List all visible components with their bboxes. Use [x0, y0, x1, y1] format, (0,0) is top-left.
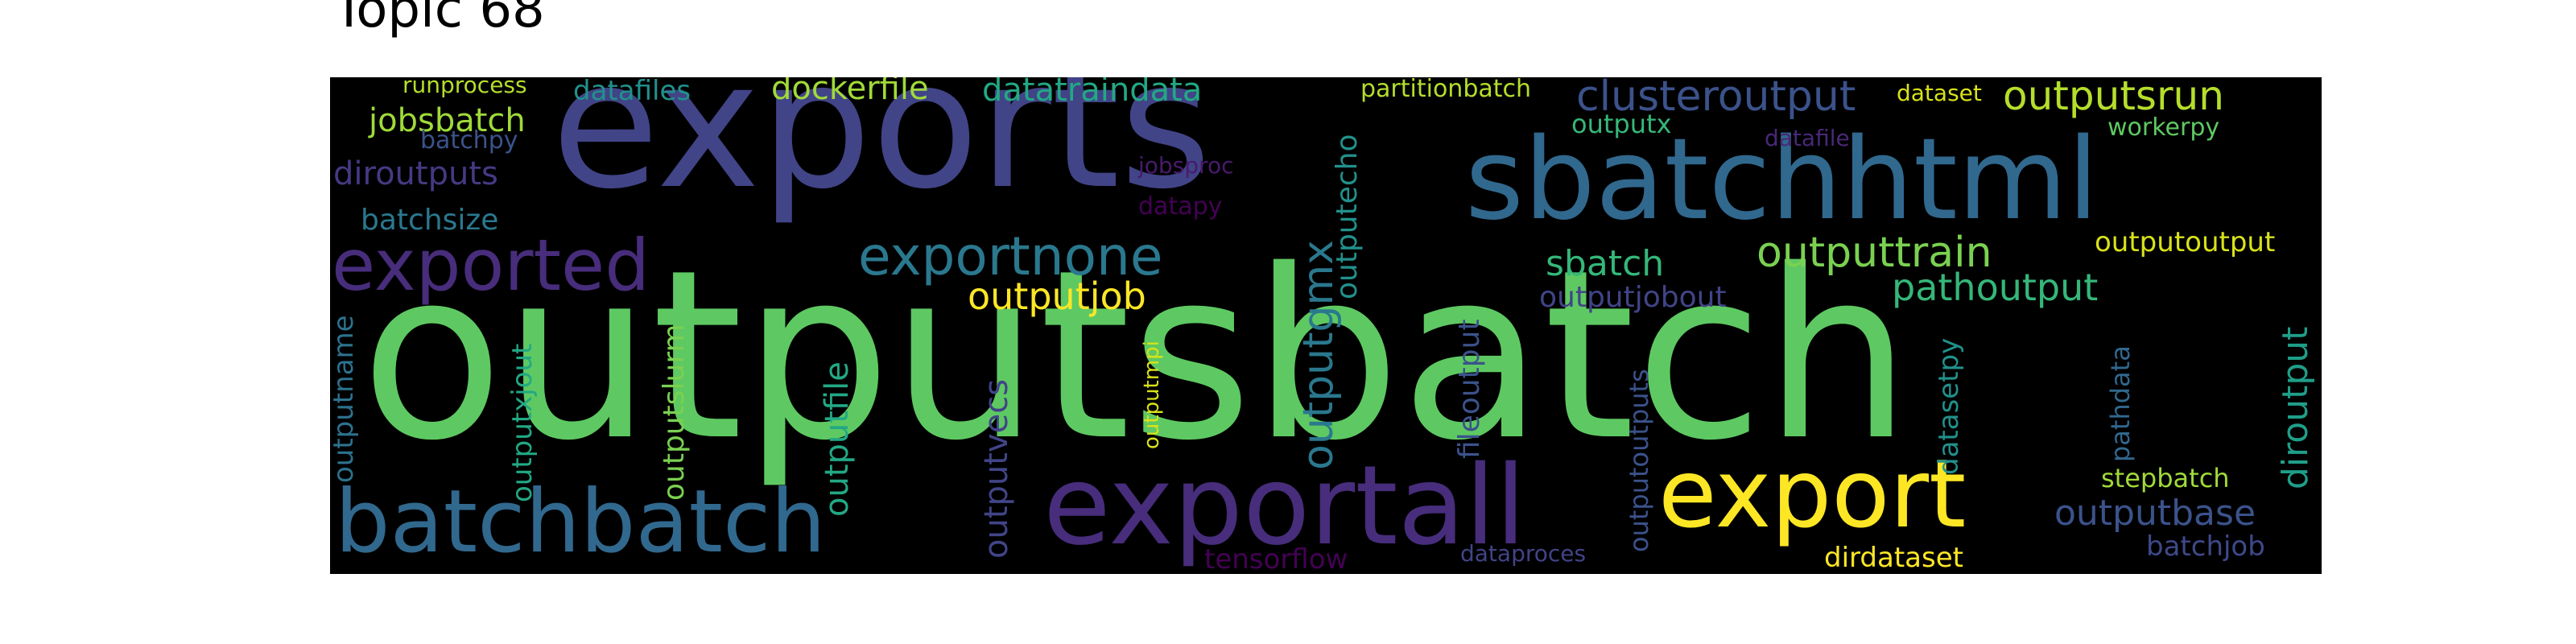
word-sbatch: sbatch	[1546, 243, 1665, 284]
word-outputvecs: outputvecs	[978, 378, 1015, 559]
word-exported: exported	[332, 224, 650, 307]
word-fileoutput: fileoutput	[1453, 319, 1486, 459]
word-batchsize: batchsize	[361, 204, 499, 237]
word-outputecho: outputecho	[1331, 134, 1364, 299]
word-outputoutputs: outputoutputs	[1624, 369, 1654, 552]
word-exportnone: exportnone	[858, 225, 1163, 287]
plot-title: Topic 68	[333, 0, 545, 39]
word-exports: exports	[551, 77, 1212, 228]
word-pathdata: pathdata	[2105, 345, 2136, 462]
word-outputslurm: outputslurm	[658, 324, 691, 501]
word-datatraindata: datatraindata	[982, 77, 1203, 109]
word-datasetpy: datasetpy	[1933, 337, 1965, 475]
word-tensorflow: tensorflow	[1204, 543, 1348, 574]
word-outputmpi: outputmpi	[1140, 341, 1164, 449]
word-dockerfile: dockerfile	[771, 77, 929, 107]
word-outputx: outputx	[1571, 109, 1672, 139]
word-jobsbatch: jobsbatch	[369, 102, 526, 139]
word-outputoutput: outputoutput	[2095, 226, 2276, 258]
word-sbatchhtml: sbatchhtml	[1465, 114, 2099, 246]
word-runprocess: runprocess	[402, 77, 527, 98]
word-dirdataset: dirdataset	[1824, 542, 1963, 574]
word-batchbatch: batchbatch	[335, 472, 826, 572]
word-datafile: datafile	[1765, 125, 1850, 151]
word-dataset: dataset	[1897, 80, 1982, 106]
word-outputsrun: outputsrun	[2003, 77, 2224, 119]
word-datapy: datapy	[1138, 192, 1223, 221]
word-datafiles: datafiles	[573, 77, 691, 107]
word-workerpy: workerpy	[2107, 114, 2220, 142]
word-outputtrain: outputtrain	[1757, 229, 1992, 277]
word-dataproces: dataproces	[1460, 540, 1587, 567]
word-outputfile: outputfile	[819, 361, 856, 517]
word-jobsproc: jobsproc	[1138, 152, 1234, 179]
word-clusteroutput: clusteroutput	[1576, 77, 1856, 121]
word-outputjobout: outputjobout	[1539, 281, 1727, 314]
word-batchpy: batchpy	[420, 126, 518, 155]
word-exportall: exportall	[1043, 443, 1526, 570]
word-stepbatch: stepbatch	[2101, 463, 2230, 493]
word-outputjob: outputjob	[968, 275, 1146, 318]
word-export: export	[1658, 438, 1967, 549]
word-cloud: outputsbatch exports sbatchhtml exportal…	[330, 77, 2322, 574]
word-outputxjout: outputxjout	[506, 343, 539, 502]
word-pathoutput: pathoutput	[1892, 266, 2099, 309]
word-partitionbatch: partitionbatch	[1360, 77, 1532, 103]
word-outputname: outputname	[330, 315, 360, 483]
word-outputbase: outputbase	[2054, 493, 2256, 534]
word-batchjob: batchjob	[2146, 530, 2265, 563]
word-outputsbatch: outputsbatch	[361, 221, 1912, 492]
word-diroutputs: diroutputs	[333, 155, 498, 192]
word-diroutput: diroutput	[2275, 326, 2316, 489]
